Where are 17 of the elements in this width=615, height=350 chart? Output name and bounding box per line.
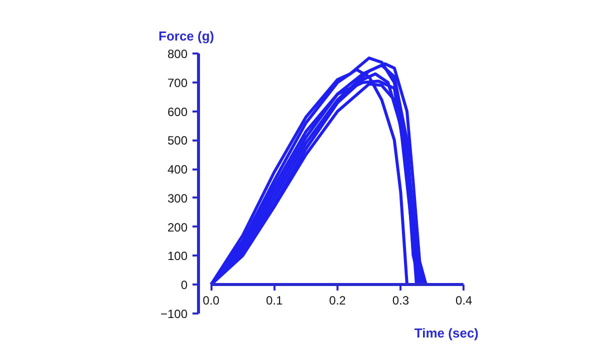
- y-tick-label: 200: [167, 220, 188, 234]
- x-tick-label: 0.2: [329, 293, 346, 308]
- y-tick-label: 100: [167, 249, 188, 264]
- y-tick-label: 0: [180, 278, 188, 292]
- y-tick-label: 300: [167, 191, 188, 206]
- x-tick-label: 0.1: [266, 293, 283, 308]
- x-tick-label: 0.4: [456, 293, 473, 308]
- x-tick-label: 0.0: [202, 293, 220, 308]
- y-tick-label: 500: [167, 134, 188, 148]
- y-tick-label: −100: [160, 306, 188, 321]
- y-tick-label: 400: [167, 162, 188, 177]
- x-tick-label: 0.3: [392, 293, 410, 308]
- y-axis-title: Force (g): [158, 28, 214, 44]
- x-axis-title: Time (sec): [414, 326, 479, 340]
- y-tick-label: 800: [167, 47, 188, 62]
- y-tick-label: 600: [167, 104, 188, 119]
- y-tick-label: 700: [167, 76, 188, 90]
